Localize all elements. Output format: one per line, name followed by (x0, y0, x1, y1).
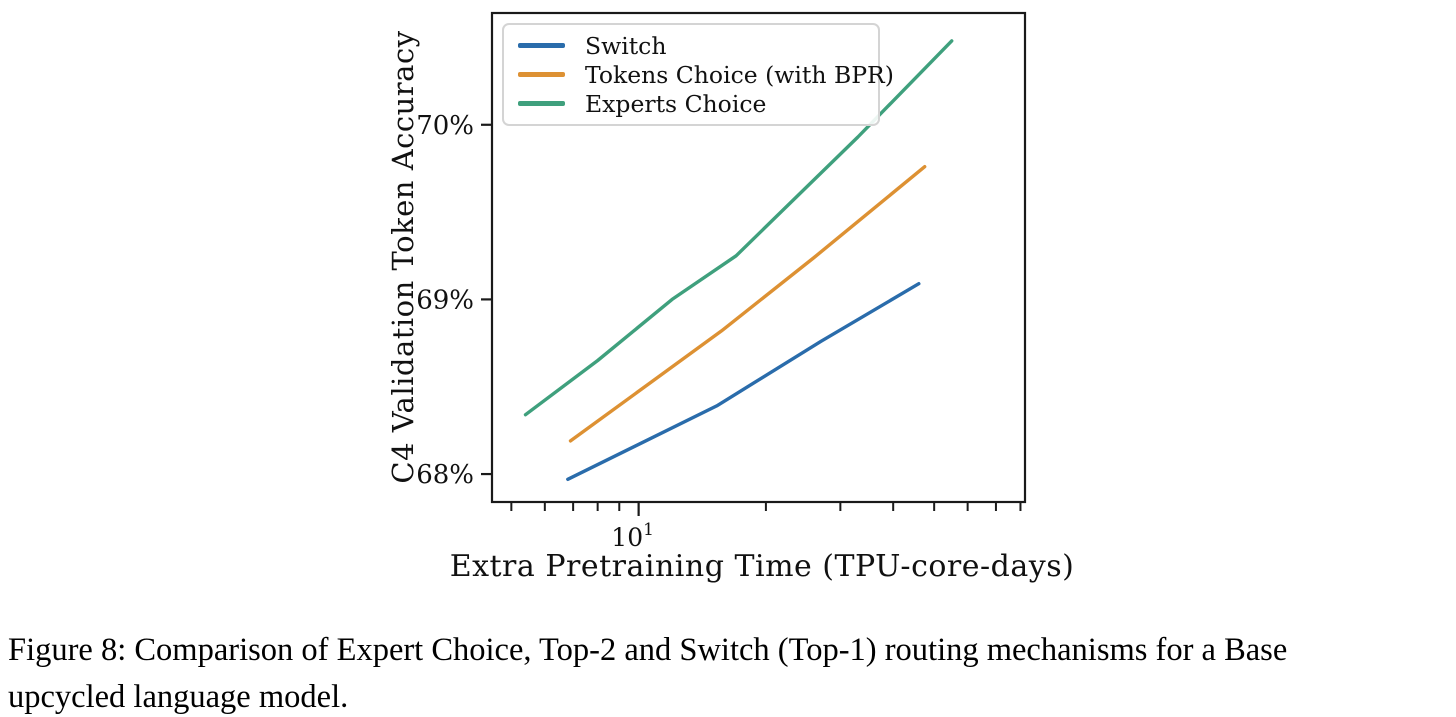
x-tick-label: 101 (611, 520, 654, 552)
switch-line-swatch (518, 43, 565, 48)
chart-legend: Switch Tokens Choice (with BPR) Experts … (502, 23, 894, 126)
y-tick-label: 70% (416, 111, 474, 141)
legend-entry-experts-choice: Experts Choice (518, 90, 864, 118)
tokens-choice-line-swatch (518, 72, 565, 77)
y-axis-label: C4 Validation Token Accuracy (386, 30, 420, 484)
caption-line-2: upcycled language model. (8, 679, 349, 716)
experts-choice-line-swatch (518, 101, 565, 106)
series-line-switch (566, 282, 921, 481)
legend-label: Tokens Choice (with BPR) (585, 60, 894, 89)
legend-entry-switch: Switch (518, 32, 864, 60)
plot-border (490, 11, 1027, 504)
y-tick-label: 68% (416, 460, 474, 490)
series-line-tokens-choice-with-bpr (568, 164, 927, 443)
legend-label: Experts Choice (585, 89, 767, 118)
figure-caption: Figure 8: Comparison of Expert Choice, T… (8, 627, 1453, 717)
legend-entry-tokens-choice: Tokens Choice (with BPR) (518, 61, 894, 89)
x-axis-label: Extra Pretraining Time (TPU-core-days) (449, 549, 1075, 584)
y-tick-label: 69% (416, 285, 474, 315)
caption-line-1: Figure 8: Comparison of Expert Choice, T… (8, 632, 1288, 668)
legend-label: Switch (585, 31, 667, 60)
